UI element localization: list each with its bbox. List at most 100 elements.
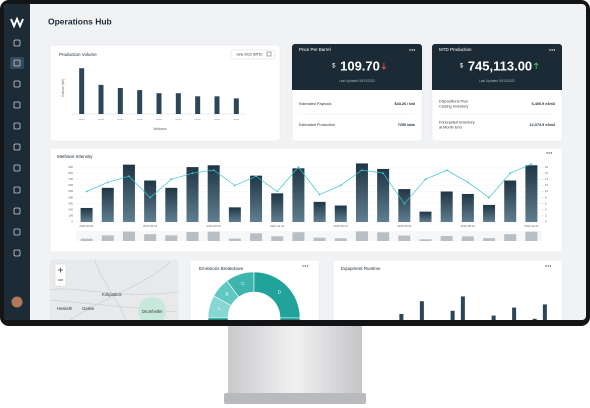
zoom-control[interactable] [54, 263, 67, 287]
nav-active[interactable] [10, 57, 24, 69]
y-tick-label: 0 [71, 220, 73, 224]
kpi-header [292, 44, 422, 90]
overview-bar [186, 232, 199, 241]
segment-label: C [241, 281, 245, 286]
y-tick-label: 300 [68, 201, 73, 205]
overview-bar [398, 235, 411, 241]
x-tick-label: 2022-02-01 [334, 224, 349, 228]
map-place: Drumheller [142, 309, 163, 314]
menu-dot [413, 49, 416, 51]
overview-bar [461, 236, 474, 241]
bar [377, 168, 390, 222]
line-point [445, 169, 448, 172]
overview-bar [292, 232, 305, 241]
card-title: Emissions Breakdown [199, 266, 244, 271]
bar [491, 315, 496, 320]
map-place: Gatine [82, 306, 95, 311]
y-tick-label: 800 [68, 171, 73, 175]
bar [313, 201, 326, 222]
methane-card [49, 147, 563, 253]
x-tick-label: 2022-05-01 [397, 224, 412, 228]
kpi-header [432, 86, 562, 90]
overview-bar [440, 236, 453, 241]
nav-icon[interactable] [13, 143, 21, 151]
nav-icon[interactable] [13, 207, 21, 215]
overview-strip[interactable] [76, 231, 542, 241]
menu-dot [549, 49, 551, 51]
overview-bar [334, 238, 347, 241]
bar [389, 327, 393, 330]
down-arrow [381, 63, 387, 70]
nav-icon[interactable] [13, 122, 21, 130]
y2-tick-label: 0 [545, 220, 547, 224]
overview-bar [165, 235, 178, 241]
menu-dot [545, 265, 547, 267]
line-point [361, 169, 363, 172]
card-title: Methane Intensity [57, 154, 93, 159]
line-point [403, 202, 406, 205]
bar [450, 310, 455, 320]
bar [175, 93, 181, 114]
y-axis-label: Volume (bbl) [61, 79, 65, 97]
x-tick [214, 119, 220, 120]
line-point [297, 166, 300, 169]
kpi-header [432, 44, 562, 90]
menu-dot [551, 49, 553, 51]
map-road [94, 259, 131, 320]
kpi-currency: $ [460, 64, 464, 70]
row-label: Forecasted Inventory [439, 121, 475, 125]
bar [101, 187, 114, 222]
overview-bar [483, 238, 496, 241]
bar [233, 98, 239, 114]
nav-icon[interactable] [13, 101, 21, 109]
menu-dot [549, 265, 552, 267]
nav-icon[interactable] [13, 228, 21, 236]
nav-icon[interactable] [13, 59, 21, 67]
zoom-icons [58, 267, 63, 281]
bar [504, 180, 517, 222]
nav-icon[interactable] [13, 249, 21, 257]
x-tick [233, 119, 240, 120]
map-place: Kirkpatrick [102, 292, 122, 297]
row-label: at Month End [439, 126, 462, 130]
overview-bar [419, 239, 432, 241]
nav-icon[interactable] [13, 39, 21, 47]
menu-dot [302, 265, 304, 267]
bar [137, 90, 143, 114]
up-arrow [533, 62, 539, 69]
y-tick-label: 700 [68, 177, 73, 181]
x-tick-label: 2021-05-01 [143, 224, 158, 228]
avatar[interactable] [11, 296, 23, 308]
menu-dot [550, 152, 553, 154]
overview-bar [101, 235, 114, 241]
bar [80, 207, 93, 222]
line-point [128, 175, 130, 178]
date-filter[interactable] [230, 49, 276, 60]
menu-dot [548, 152, 550, 154]
overview-bar [271, 236, 284, 241]
overview-bar [377, 232, 390, 241]
nav-icon[interactable] [13, 186, 21, 194]
page-title: Operations Hub [48, 16, 112, 26]
overview-bar [313, 237, 326, 241]
line-point [191, 172, 194, 175]
nav-icon[interactable] [13, 164, 21, 172]
menu-dot [411, 49, 413, 51]
y2-tick-label: 8 [545, 195, 547, 199]
nav-icon[interactable] [13, 80, 21, 88]
x-tick [175, 119, 182, 120]
segment-label: D [278, 290, 282, 295]
menu-dot [553, 49, 556, 51]
map-area [138, 297, 166, 320]
bar [461, 193, 474, 222]
kpi-currency: $ [332, 64, 336, 70]
line-point [233, 184, 236, 187]
line-point [424, 178, 427, 181]
x-tick [194, 119, 201, 120]
bar [334, 205, 347, 222]
line-point [170, 178, 173, 181]
row-value: $43.26 / bbl [395, 102, 415, 106]
line-point [85, 190, 88, 193]
